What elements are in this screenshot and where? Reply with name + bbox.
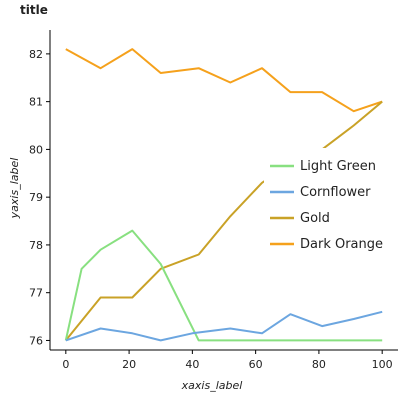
- legend: Light Green Cornflower Gold Dark Orange: [264, 148, 410, 260]
- y-tick-label: 76: [29, 334, 43, 347]
- x-tick-label: 20: [122, 358, 136, 371]
- series-line-dark-orange: [65, 48, 383, 113]
- series-layer: [64, 48, 383, 342]
- chart-title: title: [20, 3, 48, 17]
- y-axis-label: yaxis_label: [8, 158, 21, 220]
- series-line-cornflower: [65, 310, 383, 342]
- axes: 76 77 78 79 80 81 82 0 20 40 60 80 100: [29, 30, 398, 371]
- x-tick-label: 80: [312, 358, 326, 371]
- x-tick-label: 40: [185, 358, 199, 371]
- legend-label: Dark Orange: [300, 237, 383, 252]
- y-tick-label: 80: [29, 143, 43, 156]
- y-tick-label: 78: [29, 239, 43, 252]
- x-tick-label: 60: [249, 358, 263, 371]
- legend-label: Cornflower: [300, 185, 371, 200]
- x-tick-label: 0: [62, 358, 69, 371]
- y-tick-label: 81: [29, 96, 43, 109]
- legend-label: Gold: [300, 211, 330, 226]
- y-tick-label: 79: [29, 191, 43, 204]
- series-line-light-green: [64, 229, 383, 342]
- series-line-gold: [65, 100, 383, 342]
- x-axis-label: xaxis_label: [181, 379, 243, 392]
- legend-label: Light Green: [300, 159, 376, 174]
- y-tick-label: 77: [29, 287, 43, 300]
- x-tick-label: 100: [372, 358, 393, 371]
- y-tick-label: 82: [29, 48, 43, 61]
